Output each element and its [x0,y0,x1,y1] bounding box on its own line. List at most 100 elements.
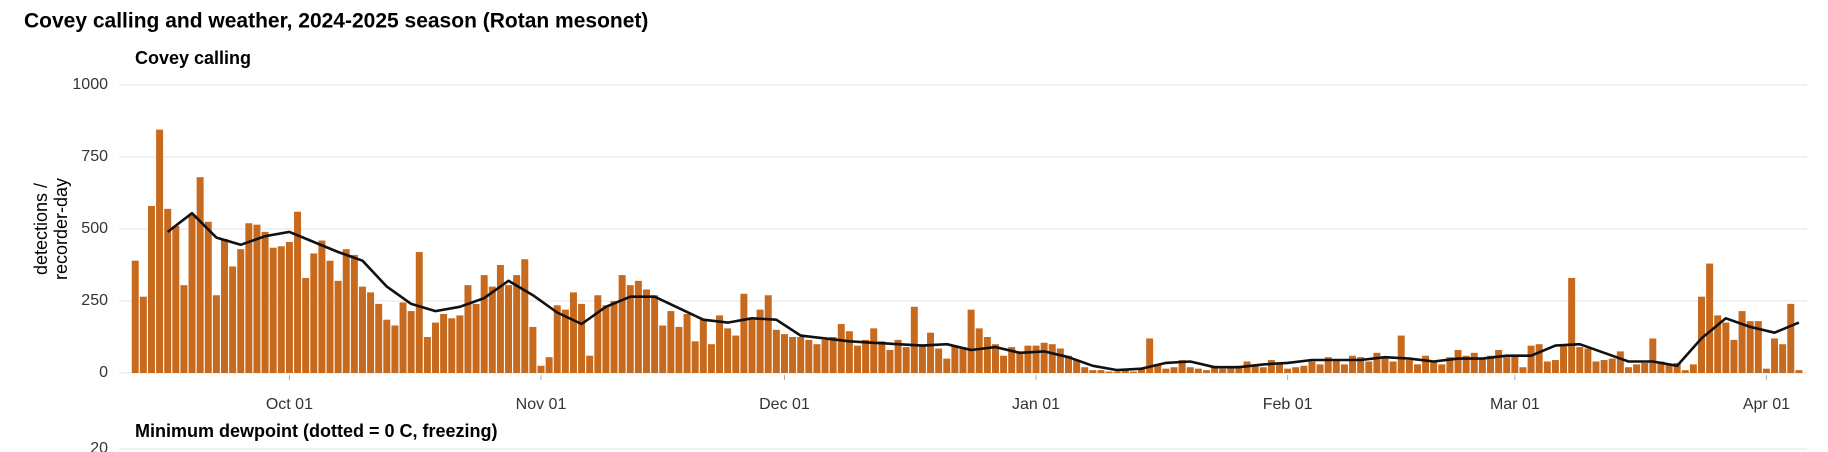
bar [1535,344,1543,373]
bar [448,318,456,373]
bar [1795,370,1803,373]
bar [1008,347,1016,373]
bar [1422,355,1430,373]
y-tick-label: 1000 [72,76,108,93]
bar [1365,361,1373,373]
bar [537,365,545,373]
bar [1405,360,1413,373]
bar [1495,349,1503,373]
bar [1332,360,1340,373]
bar [1089,370,1097,373]
bar [1202,370,1210,373]
bar [545,357,553,373]
bar [1105,371,1113,373]
bar [1478,358,1486,373]
bar [464,285,472,373]
bar [578,303,586,373]
bar [594,295,602,373]
bar [772,329,780,373]
bar [1649,338,1657,373]
bar [285,241,293,373]
bar [529,326,537,373]
bar [172,226,180,373]
bar [683,313,691,373]
bar [845,331,853,373]
bar [821,339,829,373]
bar [472,303,480,373]
y-axis-label: recorder-day [51,178,71,280]
bar [391,325,399,373]
bar [1340,364,1348,373]
bar [253,224,261,373]
bar [1000,355,1008,373]
y-tick-label: 500 [81,220,108,237]
bar [1543,361,1551,373]
bar [1657,361,1665,373]
bar [894,339,902,373]
bar [488,286,496,373]
bar [261,231,269,373]
chart-title: Minimum dewpoint (dotted = 0 C, freezing… [135,421,498,441]
x-tick-label: Nov 01 [516,396,567,413]
bar [496,265,504,373]
bar [927,332,935,373]
bar [513,275,521,373]
bar [1138,368,1146,373]
bar [569,292,577,373]
bar [1503,357,1511,373]
bar [805,339,813,373]
bar [1600,360,1608,373]
bar [1413,364,1421,373]
bar [415,252,423,373]
bar [902,347,910,373]
y-tick-label: 250 [81,292,108,309]
x-tick-label: Dec 01 [759,396,810,413]
bar [1024,345,1032,373]
bar [1259,367,1267,373]
page-title: Covey calling and weather, 2024-2025 sea… [24,10,648,33]
y-axis-label: detections / [31,183,51,275]
bar [302,277,310,373]
bar [862,339,870,373]
bar [1706,263,1714,373]
bar [764,295,772,373]
bar [1048,344,1056,373]
bar [1146,338,1154,373]
bar [829,337,837,373]
bar [724,328,732,373]
bar [1162,368,1170,373]
bar [797,337,805,373]
bar [1292,367,1300,373]
bar [1121,370,1129,373]
bar [1730,339,1738,373]
bar [561,309,569,373]
bar [164,208,172,373]
bar [1673,362,1681,373]
bar [1762,368,1770,373]
bar [139,296,147,373]
bar [959,347,967,373]
bar [1470,352,1478,373]
y-tick-label: 750 [81,148,108,165]
bar [1608,358,1616,373]
bar [1487,355,1494,373]
bar [204,221,212,373]
bar [1633,364,1641,373]
bar [1746,321,1754,373]
bar [1308,361,1316,373]
bar [748,319,756,373]
bar [1276,364,1283,373]
bar [358,286,366,373]
bar [1462,355,1470,373]
bar [643,289,650,373]
bar [269,247,277,373]
bar [505,285,513,373]
bar [480,275,488,373]
bar [1016,351,1024,373]
bar [886,349,894,373]
bar [407,311,415,373]
bar [229,266,237,373]
bar [1300,365,1308,373]
bar [1349,355,1357,373]
